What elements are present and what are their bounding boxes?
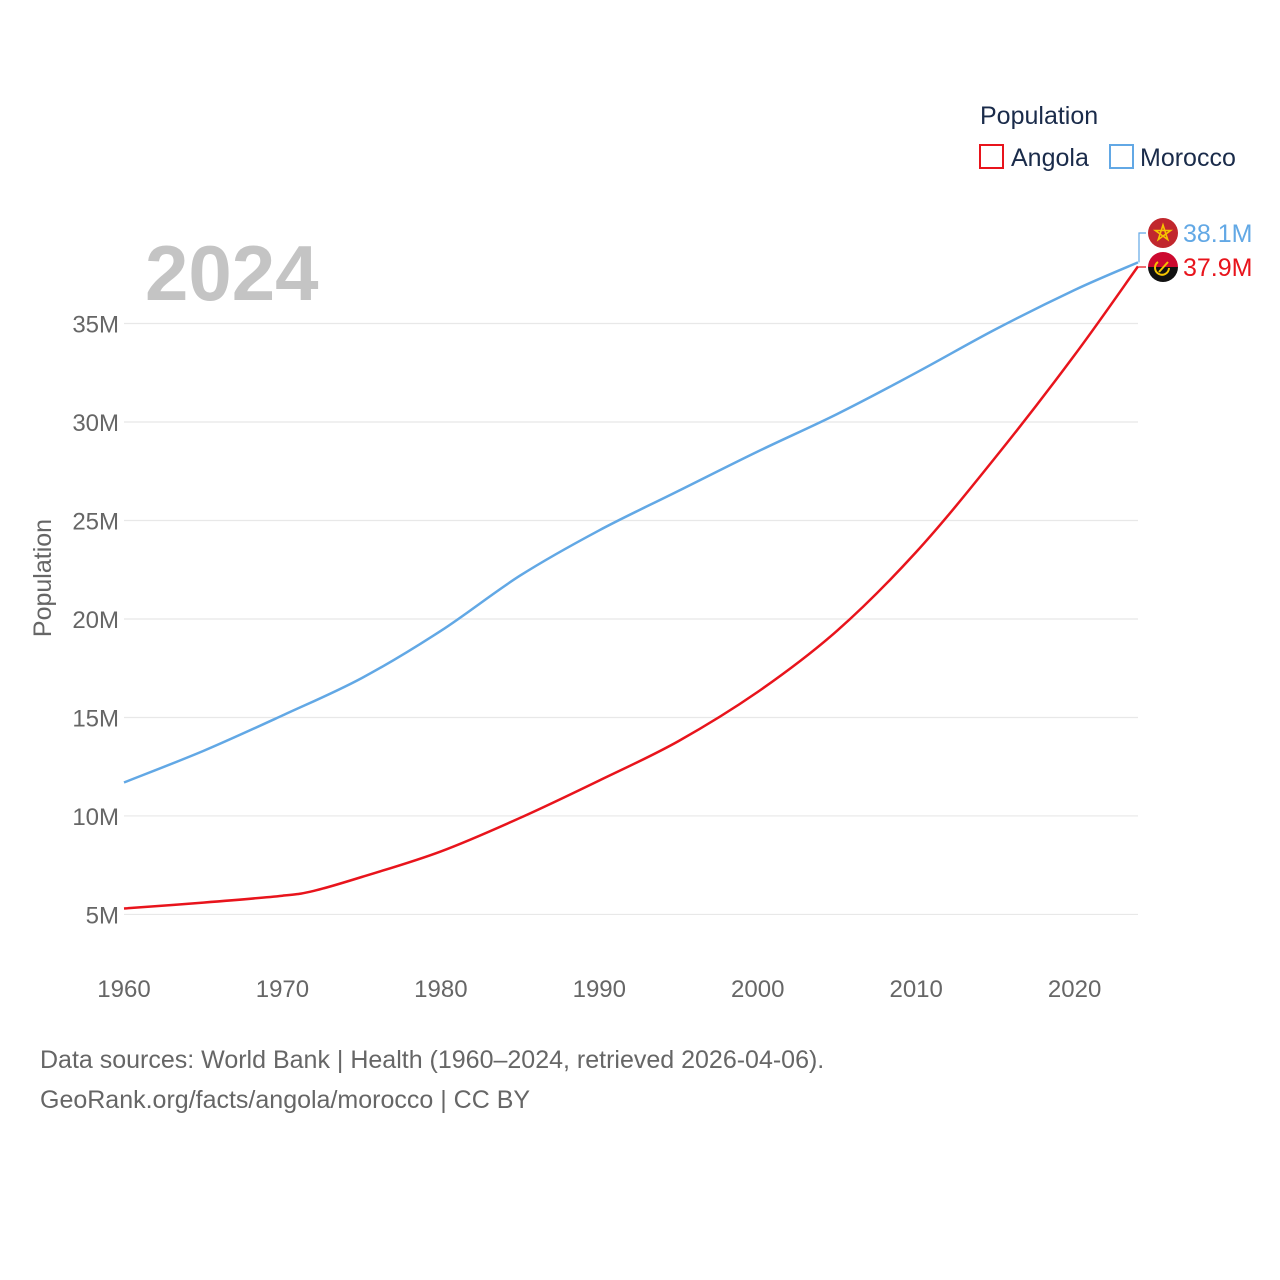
end-label-angola: 37.9M — [1183, 254, 1252, 282]
legend-label-morocco: Morocco — [1140, 144, 1236, 172]
legend-swatch-morocco — [1109, 144, 1134, 169]
legend-title: Population — [980, 102, 1098, 130]
y-tick-label: 35M — [72, 311, 119, 338]
x-tick-label: 2020 — [1048, 976, 1101, 1003]
y-tick-label: 25M — [72, 508, 119, 535]
x-tick-label: 1980 — [414, 976, 467, 1003]
series-lines — [123, 261, 1140, 910]
morocco-flag-star — [1152, 222, 1174, 242]
gridlines — [124, 322, 1138, 916]
y-tick-label: 10M — [72, 804, 119, 831]
x-tick-label: 1970 — [256, 976, 309, 1003]
legend-item-angola[interactable]: Angola — [979, 144, 1089, 172]
year-label: 2024 — [145, 229, 319, 317]
end-connector-angola — [1138, 266, 1146, 268]
legend-item-morocco[interactable]: Morocco — [1109, 144, 1236, 172]
angola-flag-machete — [1158, 261, 1169, 273]
y-tick-label: 5M — [86, 902, 119, 929]
source-note: Data sources: World Bank | Health (1960–… — [40, 1046, 825, 1074]
angola-flag-red — [1148, 252, 1178, 267]
y-tick-label: 30M — [72, 410, 119, 437]
legend: Population Angola Morocco — [979, 102, 1236, 172]
series-line-angola[interactable] — [123, 265, 1140, 910]
y-tick-label: 15M — [72, 705, 119, 732]
end-labels: 37.9M 38.1M — [1138, 218, 1252, 282]
y-axis-ticks: 5M 10M 15M 20M 25M 30M 35M — [72, 311, 119, 929]
angola-flag-icon — [1148, 252, 1178, 282]
footer: Data sources: World Bank | Health (1960–… — [40, 1040, 824, 1120]
x-tick-label: 2000 — [731, 976, 784, 1003]
population-chart: 5M 10M 15M 20M 25M 30M 35M 1960 1970 1980 1990 200… — [29, 102, 1252, 1003]
x-tick-label: 1960 — [97, 976, 150, 1003]
x-tick-label: 1990 — [573, 976, 626, 1003]
x-axis-ticks: 1960 1970 1980 1990 2000 2010 2020 — [97, 976, 1101, 1003]
legend-label-angola: Angola — [1011, 144, 1089, 172]
y-tick-label: 20M — [72, 607, 119, 634]
morocco-flag-icon — [1148, 218, 1178, 248]
x-tick-label: 2010 — [889, 976, 942, 1003]
morocco-flag-field — [1148, 218, 1178, 248]
end-label-morocco: 38.1M — [1183, 220, 1252, 248]
legend-swatch-angola — [979, 144, 1004, 169]
credit-link[interactable]: GeoRank.org/facts/angola/morocco | CC BY — [40, 1086, 531, 1114]
end-connector-morocco — [1138, 232, 1146, 263]
series-line-morocco[interactable] — [123, 261, 1139, 784]
angola-flag-emblem — [1154, 261, 1170, 276]
y-axis-title: Population — [29, 519, 57, 637]
